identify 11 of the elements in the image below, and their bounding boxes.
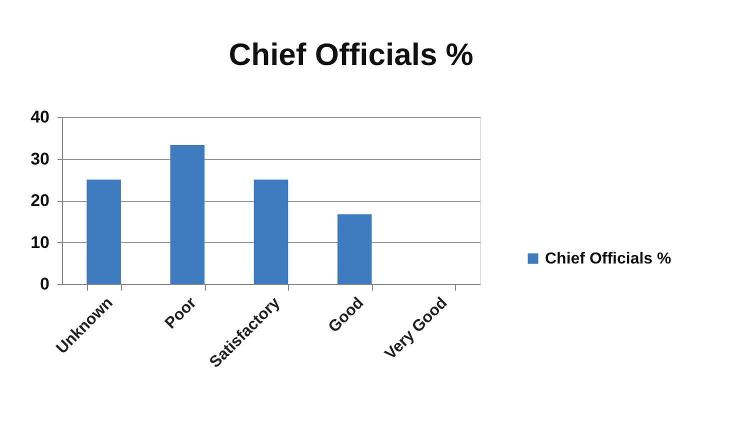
y-tick-label: 0 xyxy=(40,274,50,294)
chart-title: Chief Officials % xyxy=(228,37,474,72)
bar xyxy=(86,180,121,284)
y-tick-label: 40 xyxy=(30,108,50,126)
bar xyxy=(170,144,205,284)
y-tick-label: 20 xyxy=(30,191,50,210)
bar xyxy=(254,180,288,284)
y-tick-label: 10 xyxy=(30,232,50,252)
bar xyxy=(337,214,372,284)
y-tick-label: 30 xyxy=(30,149,50,168)
legend-label: Chief Officials % xyxy=(545,250,672,268)
